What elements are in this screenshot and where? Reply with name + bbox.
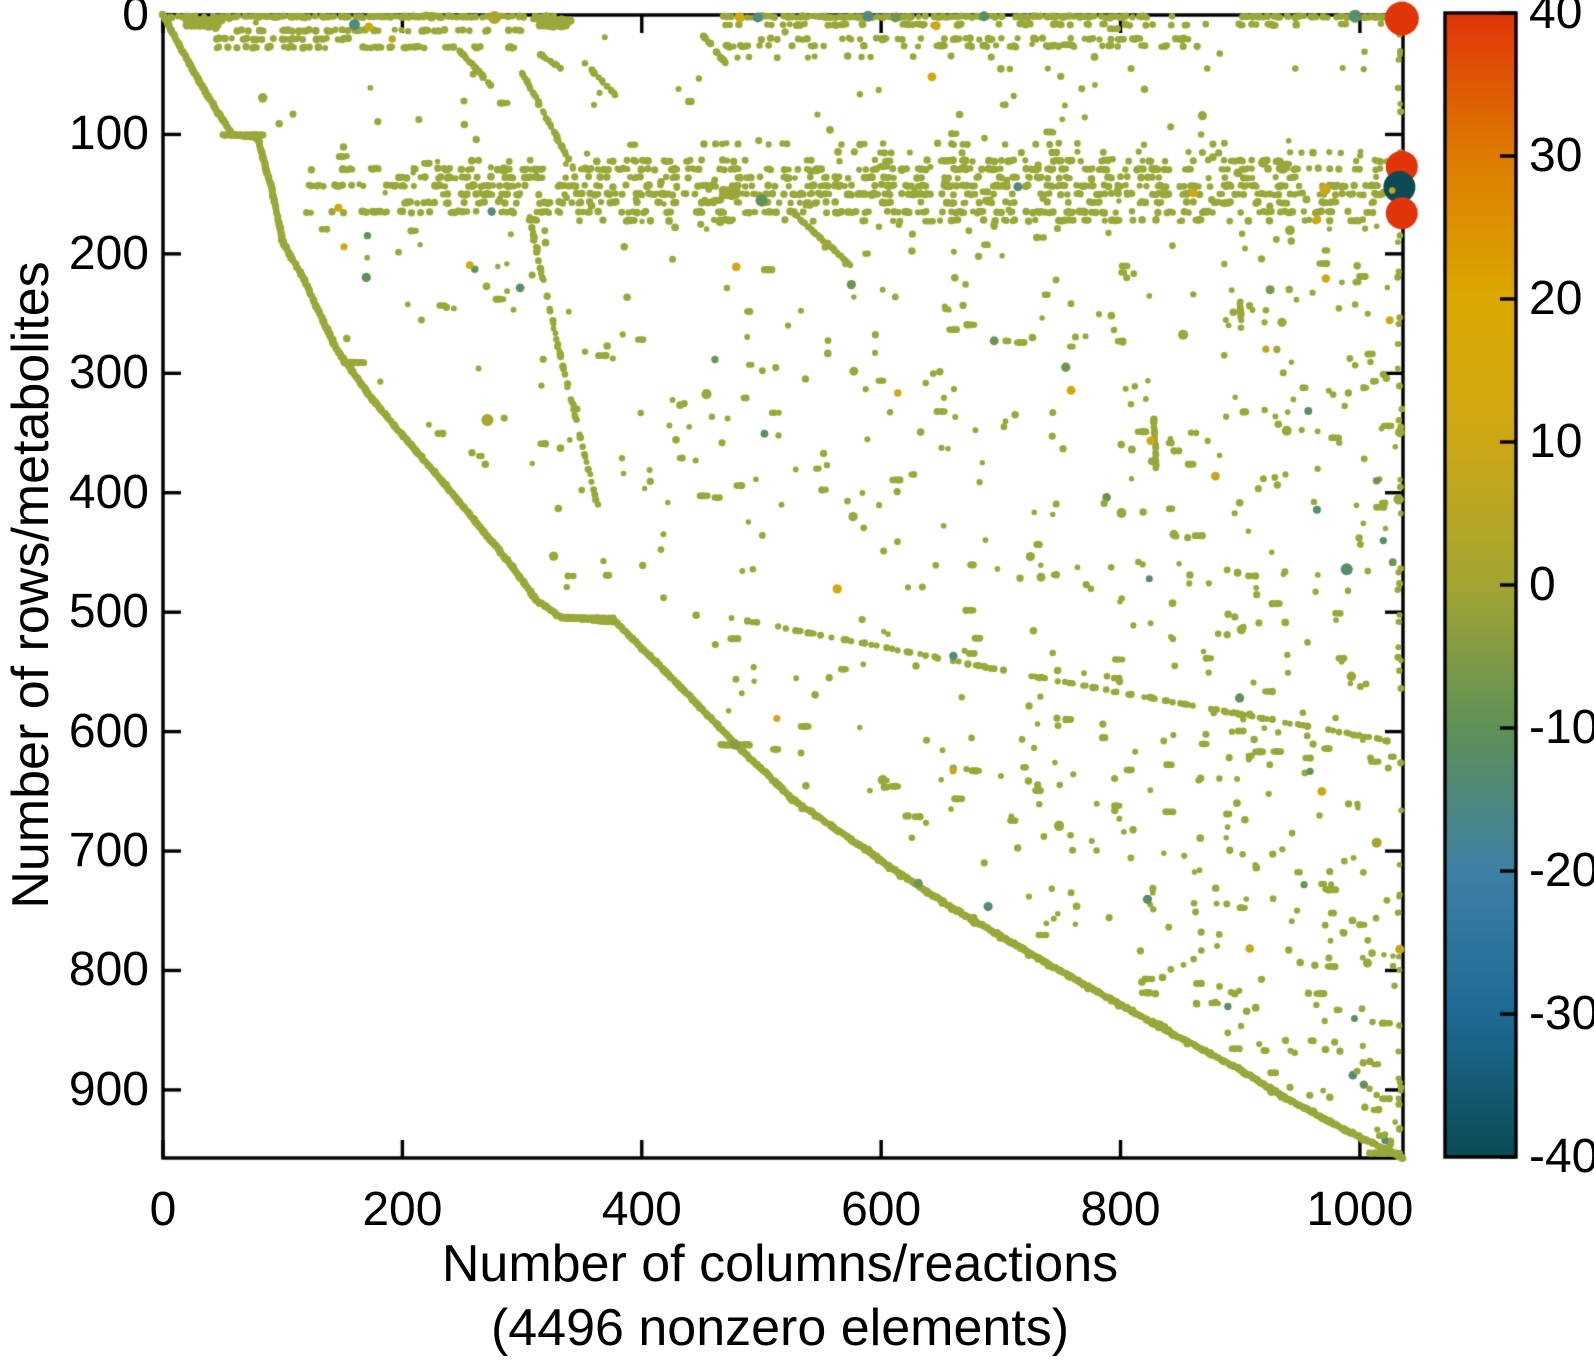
y-tick-label-100: 100 [68, 107, 149, 161]
colorbar-tick-label--30: -30 [1529, 987, 1594, 1040]
y-tick-label-300: 300 [68, 346, 149, 400]
x-axis-label-line2: (4496 nonzero elements) [490, 1299, 1070, 1357]
x-tick-label-600: 600 [841, 1183, 922, 1236]
x-tick-label-400: 400 [601, 1183, 682, 1236]
colorbar-tick-label-0: 0 [1529, 558, 1556, 611]
colorbar-tick-label-20: 20 [1529, 272, 1583, 325]
x-tick-label-1000: 1000 [1306, 1183, 1414, 1236]
x-tick-label-200: 200 [362, 1183, 443, 1236]
colorbar-tick-label--20: -20 [1529, 844, 1594, 897]
x-tick-label-0: 0 [149, 1183, 177, 1236]
colorbar-tick-label-10: 10 [1529, 415, 1583, 468]
y-axis-label: Number of rows/metabolites [2, 261, 60, 909]
y-tick-label-800: 800 [68, 943, 149, 997]
y-tick-label-900: 900 [68, 1062, 149, 1116]
x-axis-label-line1: Number of columns/reactions [441, 1235, 1119, 1293]
y-tick-label-400: 400 [68, 465, 149, 519]
y-tick-label-200: 200 [68, 226, 149, 280]
colorbar-tick-label--10: -10 [1529, 701, 1594, 754]
y-tick-label-500: 500 [68, 585, 149, 639]
y-tick-label-700: 700 [68, 824, 149, 878]
x-tick-label-800: 800 [1080, 1183, 1161, 1236]
colorbar-tick-label--40: -40 [1529, 1130, 1594, 1183]
colorbar-tick-label-40: 40 [1529, 0, 1583, 39]
y-tick-label-0: 0 [122, 0, 149, 41]
y-tick-label-600: 600 [68, 704, 149, 758]
colorbar-tick-label-30: 30 [1529, 129, 1583, 182]
